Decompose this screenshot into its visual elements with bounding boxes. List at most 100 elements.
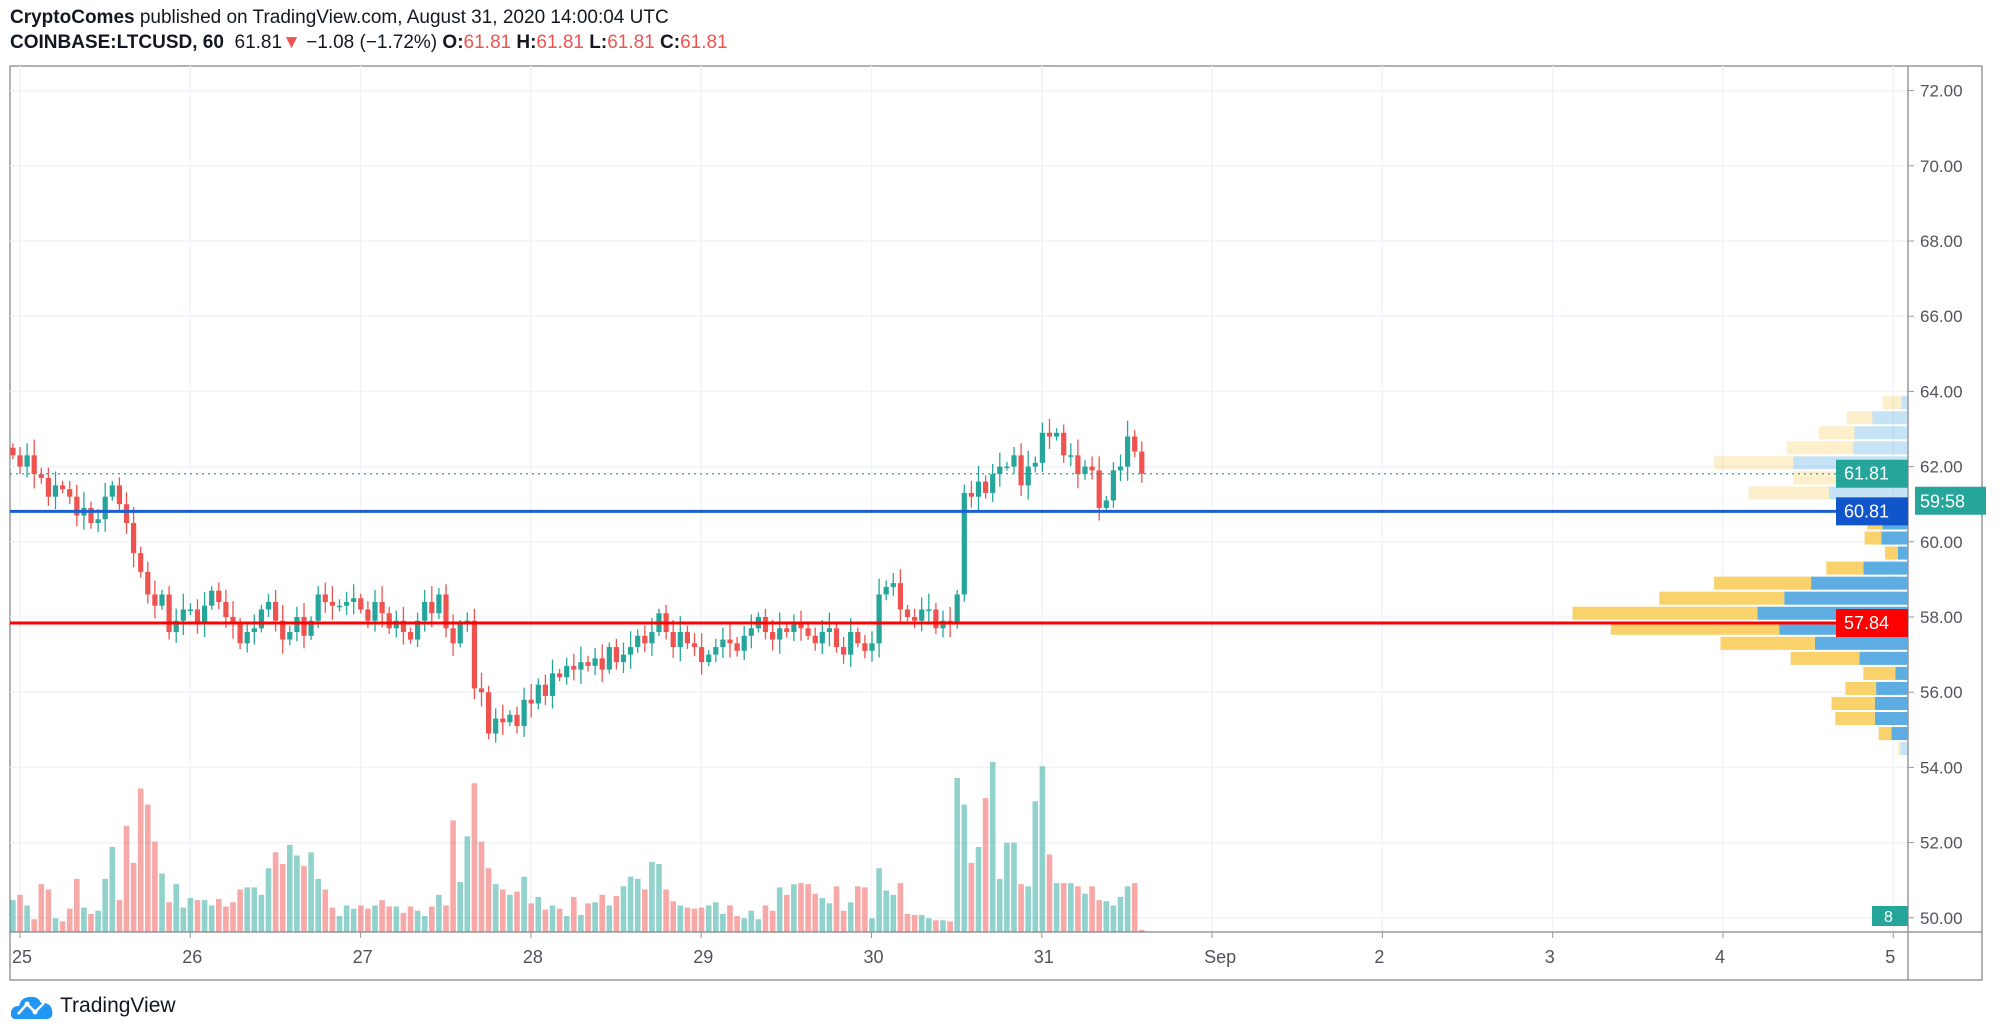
volume-bar	[776, 887, 783, 932]
candle-body	[116, 485, 122, 505]
brand-text: TradingView	[60, 994, 176, 1017]
candle-body	[897, 583, 903, 610]
x-tick-label: 31	[1034, 947, 1054, 967]
volume-bar	[989, 762, 996, 932]
tradingview-logo[interactable]: TradingView	[10, 992, 176, 1020]
volume-bar	[301, 866, 307, 932]
candle-body	[60, 485, 66, 490]
candle-body	[486, 692, 492, 734]
volume-bar	[130, 862, 137, 932]
volume-bar	[571, 896, 577, 932]
candle-body	[1046, 432, 1053, 437]
volume-bar	[272, 852, 279, 932]
candle-body	[471, 620, 477, 689]
volume-bar	[997, 878, 1003, 932]
close-label: C:	[660, 32, 681, 53]
candle-body	[883, 586, 889, 595]
candle-body	[557, 673, 563, 678]
volume-profile-up	[1881, 531, 1908, 545]
volume-profile-up	[1784, 591, 1908, 605]
candle-body	[904, 609, 911, 617]
volume-bar	[556, 908, 563, 932]
volume-bar	[975, 847, 982, 932]
volume-bar	[968, 862, 975, 932]
volume-profile-down	[1748, 486, 1829, 500]
volume-bar	[66, 908, 73, 932]
open-value: 61.81	[463, 32, 512, 53]
x-tick-label: 27	[353, 947, 373, 967]
volume-bar	[10, 900, 16, 932]
x-tick-label: 25	[12, 947, 32, 967]
candle-body	[699, 647, 705, 663]
volume-bar	[1096, 900, 1102, 932]
volume-bar	[216, 899, 222, 932]
candle-body	[237, 624, 243, 644]
candle-body	[478, 688, 485, 693]
x-tick-label: 5	[1885, 947, 1895, 967]
volume-profile-down	[1818, 426, 1855, 440]
candle-body	[429, 601, 435, 614]
volume-bar	[642, 889, 648, 932]
volume-bar	[585, 903, 591, 932]
candle-body	[649, 632, 655, 644]
y-tick-label: 58.00	[1920, 608, 1963, 627]
volume-profile-up	[1814, 636, 1908, 650]
volume-bar	[258, 894, 265, 932]
volume-bar	[88, 913, 94, 932]
candle-body	[109, 485, 115, 497]
candle-body	[131, 523, 137, 554]
volume-bar	[897, 883, 904, 932]
candle-body	[400, 620, 406, 633]
volume-bar	[1068, 883, 1074, 932]
candle-body	[1068, 455, 1074, 457]
change: −1.08 (−1.72%)	[306, 32, 438, 53]
candle-body	[365, 609, 371, 621]
candle-body	[613, 647, 619, 663]
volume-bar	[918, 915, 925, 932]
volume-bar	[279, 864, 286, 932]
candle-body	[273, 601, 279, 621]
volume-bar	[407, 906, 414, 932]
volume-bar	[741, 918, 747, 932]
volume-profile-down	[1831, 696, 1875, 710]
candle-body	[954, 594, 960, 625]
line-price-badge-label: 60.81	[1844, 501, 1889, 521]
volume-profile-up	[1900, 742, 1908, 756]
volume-profile-down	[1786, 441, 1854, 455]
volume-bar	[933, 920, 939, 932]
volume-profile-down	[1863, 666, 1896, 680]
volume-bar	[1117, 896, 1124, 932]
candle-body	[17, 455, 23, 467]
candle-body	[1110, 470, 1116, 501]
volume-bar	[386, 906, 392, 932]
candle-body	[798, 624, 804, 629]
candle-body	[244, 632, 250, 644]
candle-body	[216, 590, 222, 602]
candle-body	[890, 583, 896, 587]
candle-body	[983, 481, 989, 493]
volume-bar	[166, 902, 172, 932]
volume-bar	[223, 906, 229, 932]
volume-profile-up	[1859, 651, 1908, 665]
candle-body	[833, 628, 840, 648]
candle-body	[713, 647, 719, 655]
candle-body	[848, 632, 854, 655]
candle-body	[1117, 466, 1124, 471]
volume-bar	[372, 905, 378, 932]
y-tick-label: 50.00	[1920, 909, 1963, 928]
volume-bar	[173, 884, 179, 932]
candle-body	[571, 665, 577, 670]
candle-body	[791, 624, 797, 633]
volume-bar	[798, 883, 804, 932]
candle-body	[287, 632, 293, 640]
volume-bar	[819, 898, 826, 932]
y-tick-label: 64.00	[1920, 382, 1963, 401]
candle-body	[393, 620, 399, 629]
candle-body	[1132, 436, 1138, 452]
volume-bar	[656, 864, 662, 932]
volume-bar	[1053, 883, 1060, 932]
volume-bar	[500, 889, 506, 932]
volume-profile-up	[1853, 441, 1908, 455]
volume-bar	[365, 908, 371, 932]
